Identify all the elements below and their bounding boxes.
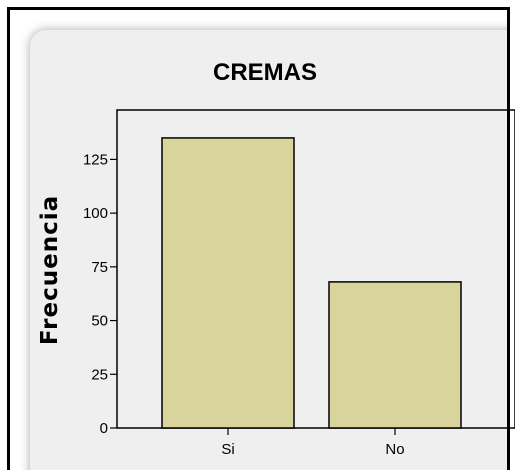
plot-area <box>116 109 515 429</box>
y-tick-label: 50 <box>91 313 108 330</box>
x-tick-label: Si <box>221 441 234 458</box>
y-tick-label: 75 <box>91 259 108 276</box>
chart-title: CREMAS <box>213 59 317 86</box>
bar-si <box>161 137 295 429</box>
bar-no <box>328 281 462 429</box>
y-tick-label: 25 <box>91 366 108 383</box>
y-axis-label: Frecuencia <box>37 195 63 345</box>
y-tick-label: 100 <box>83 205 108 222</box>
y-tick-label: 125 <box>83 151 108 168</box>
x-tick-label: No <box>385 441 404 458</box>
y-tick-label: 0 <box>100 420 108 437</box>
